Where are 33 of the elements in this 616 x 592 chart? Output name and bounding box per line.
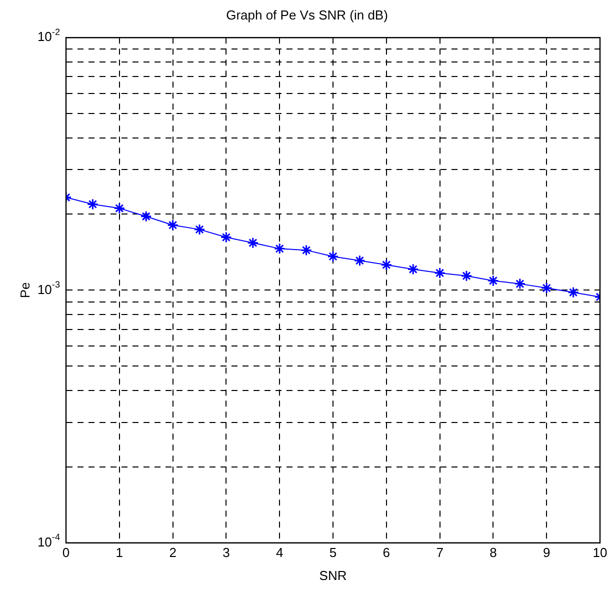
x-tick-label: 8 xyxy=(490,545,497,560)
point xyxy=(167,219,179,231)
point xyxy=(434,267,446,279)
point xyxy=(247,237,259,249)
x-axis-title: SNR xyxy=(319,568,347,583)
point xyxy=(514,278,526,290)
point xyxy=(460,270,472,282)
x-tick-label: 2 xyxy=(169,545,176,560)
point xyxy=(407,264,419,276)
point xyxy=(380,259,392,271)
x-tick-label: 6 xyxy=(382,545,390,560)
point xyxy=(194,224,206,236)
point xyxy=(354,254,366,266)
point xyxy=(327,250,339,262)
point xyxy=(568,286,580,298)
x-tick-label: 1 xyxy=(116,545,124,560)
point xyxy=(220,232,232,244)
x-tick-label: 5 xyxy=(329,545,337,560)
point xyxy=(274,242,286,254)
y-axis-title: Pe xyxy=(17,282,32,298)
point xyxy=(300,244,312,256)
point xyxy=(86,198,98,210)
point xyxy=(140,210,152,222)
chart-title: Graph of Pe Vs SNR (in dB) xyxy=(226,7,388,22)
point xyxy=(487,274,499,286)
x-tick-label: 9 xyxy=(542,545,550,560)
point xyxy=(114,202,126,214)
x-tick-label: 4 xyxy=(276,545,284,560)
x-tick-label: 0 xyxy=(62,545,70,560)
x-tick-label: 10 xyxy=(592,545,608,560)
point xyxy=(540,282,552,294)
x-tick-label: 3 xyxy=(222,545,230,560)
x-tick-label: 7 xyxy=(436,545,444,560)
